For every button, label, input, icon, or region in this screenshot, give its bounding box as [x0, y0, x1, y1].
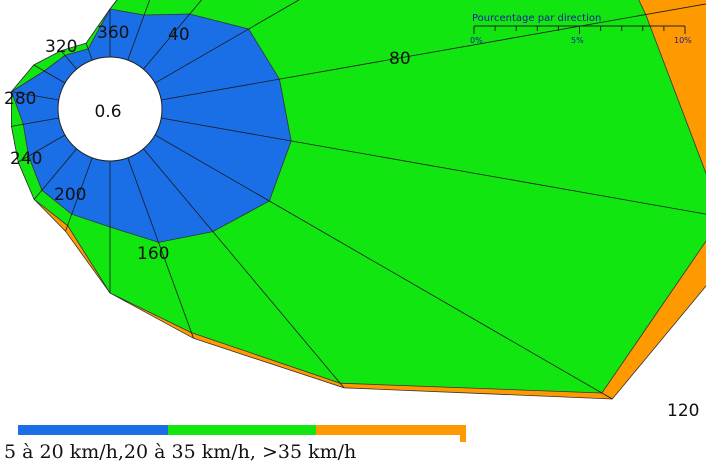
- direction-label-240: 240: [10, 149, 42, 169]
- direction-label-360: 360: [97, 23, 129, 43]
- direction-label-200: 200: [54, 185, 86, 205]
- legend-swatch-20-35: [168, 425, 316, 435]
- scale-tick-label-10: 10%: [674, 36, 692, 45]
- spoke-100: [109, 108, 706, 215]
- spoke-80: [109, 3, 706, 110]
- direction-label-280: 280: [4, 89, 36, 109]
- speed-legend-text: 5 à 20 km/h,20 à 35 km/h, >35 km/h: [4, 441, 357, 463]
- scale-tick-label-5: 5%: [571, 36, 584, 45]
- legend-swatch-5-20: [18, 425, 168, 435]
- direction-label-160: 160: [137, 244, 169, 264]
- calm-circle: [57, 56, 163, 162]
- direction-label-80: 80: [389, 49, 411, 69]
- spoke-60: [109, 0, 300, 110]
- scale-title: Pourcentage par direction: [472, 13, 601, 24]
- speed-legend-bar: [18, 425, 466, 442]
- legend-end-marker: [460, 425, 466, 442]
- calm-percentage: 0.6: [94, 102, 121, 122]
- direction-labels: 360 40 80 120 160 200 240 280 320: [4, 23, 699, 421]
- scale-tick-label-0: 0%: [470, 36, 483, 45]
- scale-tick-marks: [473, 26, 686, 34]
- direction-label-120: 120: [667, 401, 699, 421]
- legend-swatch-over-35: [316, 425, 466, 435]
- percentage-scale: Pourcentage par direction 0% 5% 10%: [470, 13, 692, 45]
- spoke-120: [109, 108, 613, 400]
- spoke-40: [109, 0, 202, 110]
- spoke-140: [109, 108, 345, 389]
- direction-label-40: 40: [168, 25, 190, 45]
- direction-label-320: 320: [45, 37, 77, 57]
